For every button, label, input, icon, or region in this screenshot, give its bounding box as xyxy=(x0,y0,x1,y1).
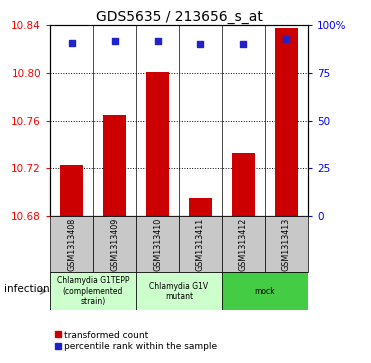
Bar xyxy=(222,272,308,310)
Bar xyxy=(179,216,222,272)
Text: infection: infection xyxy=(4,285,49,294)
Point xyxy=(69,40,75,45)
Bar xyxy=(189,198,212,216)
Point xyxy=(112,38,118,44)
Point xyxy=(240,41,246,47)
Text: mock: mock xyxy=(255,287,275,296)
Bar xyxy=(50,216,93,272)
Bar xyxy=(136,272,222,310)
Text: GSM1313413: GSM1313413 xyxy=(282,217,291,271)
Bar xyxy=(146,72,169,216)
Text: GSM1313412: GSM1313412 xyxy=(239,217,248,271)
Bar xyxy=(275,28,298,216)
Title: GDS5635 / 213656_s_at: GDS5635 / 213656_s_at xyxy=(96,11,262,24)
Bar xyxy=(103,115,127,216)
Bar xyxy=(222,216,265,272)
Bar xyxy=(136,216,179,272)
Bar xyxy=(265,216,308,272)
Text: Chlamydia G1V
mutant: Chlamydia G1V mutant xyxy=(150,282,209,301)
Bar xyxy=(60,165,83,216)
Text: GSM1313408: GSM1313408 xyxy=(67,217,76,271)
Bar xyxy=(232,153,255,216)
Point xyxy=(197,41,203,47)
Text: GSM1313410: GSM1313410 xyxy=(153,217,162,271)
Text: GSM1313411: GSM1313411 xyxy=(196,217,205,271)
Bar xyxy=(50,272,136,310)
Text: Chlamydia G1TEPP
(complemented
strain): Chlamydia G1TEPP (complemented strain) xyxy=(57,276,129,306)
Point xyxy=(283,36,289,42)
Text: GSM1313409: GSM1313409 xyxy=(110,217,119,271)
Legend: transformed count, percentile rank within the sample: transformed count, percentile rank withi… xyxy=(51,327,221,355)
Bar xyxy=(93,216,136,272)
Point xyxy=(155,38,161,44)
